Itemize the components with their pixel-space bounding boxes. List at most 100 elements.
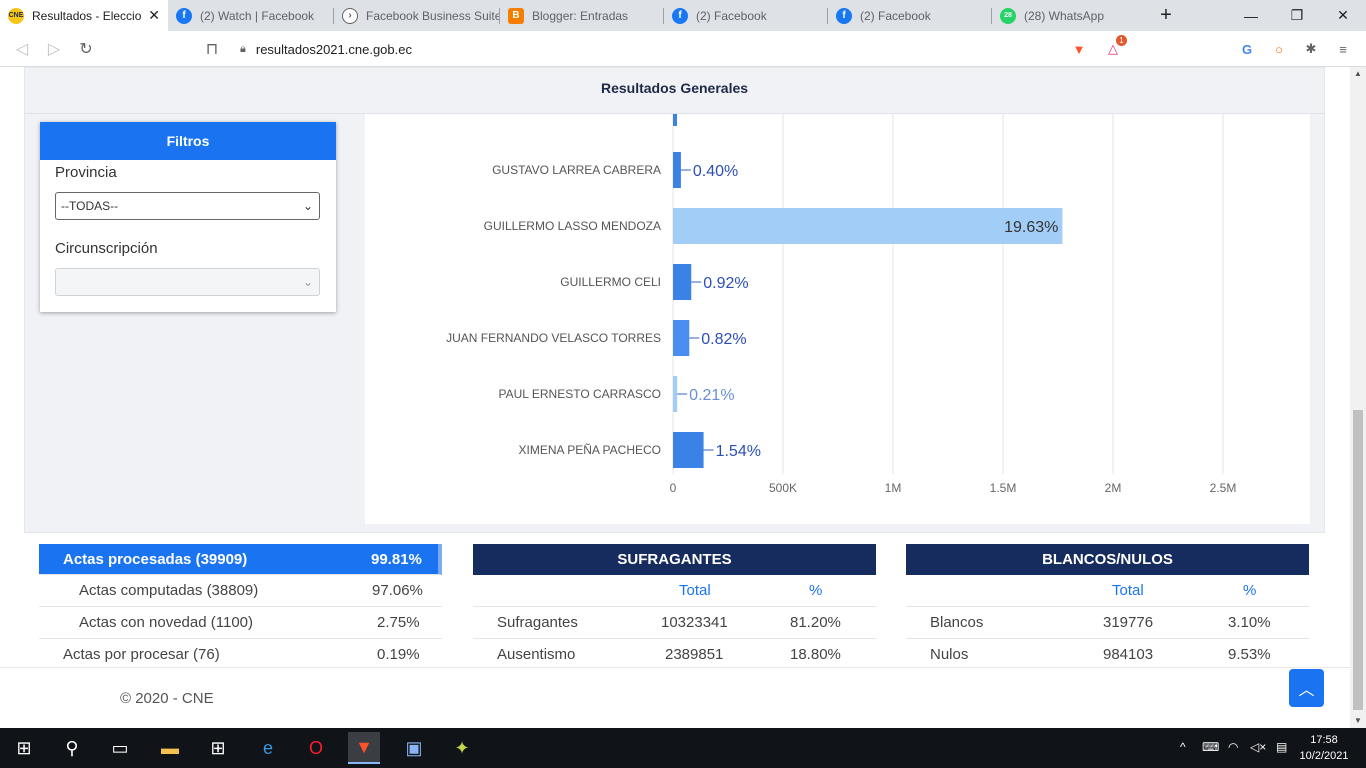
extension-icon[interactable]: ○: [1275, 41, 1283, 57]
new-tab-button[interactable]: +: [1160, 4, 1172, 26]
pct-column-header: %: [809, 582, 823, 599]
actas-table: Actas procesadas (39909) 99.81% Actas co…: [39, 544, 442, 671]
scrollbar-thumb[interactable]: [1353, 410, 1363, 710]
tab-business-suite[interactable]: › Facebook Business Suite: [334, 0, 500, 31]
district-select[interactable]: ⌄: [55, 268, 320, 296]
actas-row-novedad: Actas con novedad (1100) 2.75%: [39, 607, 442, 639]
x-tick-label: 1M: [885, 481, 902, 495]
windows-start-icon[interactable]: ⊞: [16, 737, 32, 758]
back-icon[interactable]: ◁: [15, 41, 29, 58]
actas-row-procesadas: Actas procesadas (39909) 99.81%: [39, 544, 442, 575]
business-suite-icon: ›: [342, 7, 358, 24]
actas-label: Actas computadas (38809): [79, 582, 259, 599]
tab-blogger[interactable]: B Blogger: Entradas: [500, 0, 664, 31]
brave-rewards-icon[interactable]: △ 1: [1102, 35, 1127, 60]
bar: [673, 432, 704, 468]
puzzle-icon[interactable]: ✱: [1305, 41, 1317, 56]
filters-card: Filtros Provincia --TODAS-- ⌄ Circunscri…: [40, 122, 336, 312]
browser-toolbar: ◁ ▷ ↻ ⊓ 🔒︎ resultados2021.cne.gob.ec ▼ △…: [0, 31, 1366, 67]
bar: [673, 208, 1063, 244]
store-icon[interactable]: ⊞: [210, 737, 226, 758]
forward-icon[interactable]: ▷: [47, 41, 61, 58]
category-label: PAUL ERNESTO CARRASCO: [499, 387, 661, 401]
brave-shield-icon[interactable]: ▼: [1072, 41, 1086, 57]
notification-icon[interactable]: ▤: [1276, 740, 1288, 754]
bar: [673, 320, 690, 356]
x-tick-label: 500K: [769, 481, 797, 495]
page-footer: © 2020 - CNE: [0, 667, 1350, 728]
tab-title: (2) Watch | Facebook: [200, 8, 315, 23]
system-clock[interactable]: 17:58 10/2/2021: [1294, 732, 1354, 764]
task-view-icon[interactable]: ▭: [111, 737, 129, 758]
row-pct: 18.80%: [790, 646, 841, 663]
scroll-down-icon[interactable]: ▼: [1354, 716, 1362, 725]
back-to-top-button[interactable]: ︿: [1289, 669, 1324, 707]
category-label: GUILLERMO CELI: [560, 275, 661, 289]
page-scrollbar[interactable]: ▲ ▼: [1350, 67, 1366, 728]
data-label: 0.82%: [701, 331, 746, 348]
province-value: --TODAS--: [61, 199, 119, 213]
browser-tab-strip: CNE Resultados - Eleccio ✕ f (2) Watch |…: [0, 0, 1366, 31]
chevron-down-icon: ⌄: [302, 275, 313, 289]
row-pct: 81.20%: [790, 614, 841, 631]
tab-resultados[interactable]: CNE Resultados - Eleccio ✕: [0, 0, 168, 31]
app-icon[interactable]: ▣: [405, 737, 423, 758]
section-title: Resultados Generales: [25, 68, 1324, 114]
brave-icon[interactable]: ▼: [348, 732, 380, 764]
total-column-header: Total: [1112, 582, 1144, 599]
tab-title: Facebook Business Suite: [366, 8, 500, 23]
actas-label: Actas procesadas (39909): [63, 551, 248, 568]
page-viewport: Resultados Generales Filtros Provincia -…: [0, 67, 1366, 728]
search-icon[interactable]: ⚲: [65, 737, 79, 758]
whatsapp-icon: 28: [1000, 7, 1016, 24]
actas-row-computadas: Actas computadas (38809) 97.06%: [39, 575, 442, 607]
row-pct: 9.53%: [1228, 646, 1271, 663]
bar-chart: 0 500K 1M 1.5M 2M 2.5M GUSTAVO LARREA CABRERA 0…: [446, 114, 1236, 495]
pct-column-header: %: [1243, 582, 1257, 599]
tab-title: (2) Facebook: [860, 8, 931, 23]
row-pct: 3.10%: [1228, 614, 1271, 631]
tab-facebook-2[interactable]: f (2) Facebook: [828, 0, 992, 31]
table-row: Blancos 319776 3.10%: [906, 607, 1309, 639]
table-row: Sufragantes 10323341 81.20%: [473, 607, 876, 639]
wifi-icon[interactable]: ◠: [1228, 740, 1239, 754]
row-total: 319776: [1103, 614, 1154, 631]
file-explorer-icon[interactable]: ▬: [161, 737, 179, 758]
tab-facebook[interactable]: f (2) Facebook: [664, 0, 828, 31]
blancos-nulos-table: BLANCOS/NULOS Total % Blancos 319776 3.1…: [906, 544, 1309, 671]
province-select[interactable]: --TODAS-- ⌄: [55, 192, 320, 220]
actas-value: 2.75%: [377, 614, 420, 631]
chevron-up-icon[interactable]: ^: [1180, 740, 1186, 754]
category-label: JUAN FERNANDO VELASCO TORRES: [446, 331, 661, 345]
scroll-up-icon[interactable]: ▲: [1354, 69, 1362, 78]
actas-value: 97.06%: [372, 582, 423, 599]
restore-button[interactable]: ❐: [1290, 7, 1304, 23]
edge-icon[interactable]: e: [262, 737, 273, 758]
app2-icon[interactable]: ✦: [454, 737, 470, 758]
address-bar[interactable]: 🔒︎ resultados2021.cne.gob.ec: [240, 37, 1070, 61]
row-label: Sufragantes: [497, 614, 578, 631]
keyboard-icon[interactable]: ⌨: [1202, 740, 1220, 754]
row-label: Blancos: [930, 614, 984, 631]
lock-icon: 🔒︎: [240, 42, 246, 55]
actas-label: Actas con novedad (1100): [79, 614, 254, 631]
x-tick-label: 1.5M: [990, 481, 1017, 495]
tab-whatsapp[interactable]: 28 (28) WhatsApp: [992, 0, 1152, 31]
bar: [673, 264, 692, 300]
chevron-down-icon: ⌄: [302, 199, 313, 213]
menu-icon[interactable]: ≡: [1339, 41, 1347, 57]
close-icon[interactable]: ✕: [148, 7, 160, 23]
close-window-button[interactable]: ✕: [1337, 7, 1349, 23]
minimize-button[interactable]: —: [1244, 7, 1258, 24]
volume-icon[interactable]: ◁×: [1250, 740, 1267, 754]
bookmark-icon[interactable]: ⊓: [205, 41, 219, 58]
tab-facebook-watch[interactable]: f (2) Watch | Facebook: [168, 0, 334, 31]
data-label: 0.92%: [703, 275, 748, 292]
tab-title: Blogger: Entradas: [532, 8, 629, 23]
sufragantes-header-row: Total %: [473, 575, 876, 607]
opera-icon[interactable]: O: [308, 737, 323, 758]
tab-title: (28) WhatsApp: [1024, 8, 1105, 23]
facebook-icon: f: [176, 7, 192, 24]
reload-icon[interactable]: ↻: [79, 41, 93, 58]
translate-icon[interactable]: G: [1241, 41, 1253, 57]
